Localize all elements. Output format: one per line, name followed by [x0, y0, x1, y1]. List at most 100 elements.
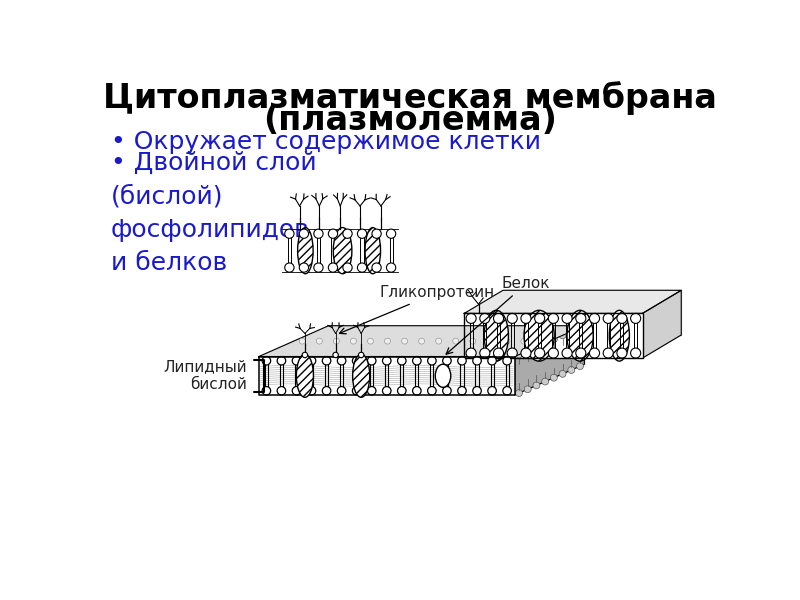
Circle shape	[521, 313, 531, 323]
Circle shape	[574, 326, 582, 334]
Circle shape	[338, 356, 346, 365]
Circle shape	[474, 326, 482, 334]
Circle shape	[466, 348, 476, 358]
Circle shape	[453, 338, 458, 344]
Circle shape	[382, 356, 391, 365]
Circle shape	[559, 370, 566, 377]
Circle shape	[382, 386, 391, 395]
Circle shape	[519, 291, 528, 299]
Circle shape	[617, 348, 627, 358]
Circle shape	[559, 356, 567, 364]
Circle shape	[576, 313, 586, 323]
Ellipse shape	[610, 310, 630, 361]
Circle shape	[521, 348, 531, 358]
Circle shape	[542, 340, 549, 346]
Circle shape	[474, 356, 482, 364]
Circle shape	[302, 352, 308, 358]
Circle shape	[398, 386, 406, 395]
Ellipse shape	[484, 310, 509, 361]
Circle shape	[615, 326, 624, 334]
Circle shape	[417, 326, 425, 334]
Circle shape	[615, 291, 624, 299]
Circle shape	[519, 326, 528, 334]
Circle shape	[403, 356, 410, 364]
Circle shape	[561, 326, 569, 334]
Circle shape	[372, 263, 382, 272]
Text: Гликопротеин: Гликопротеин	[339, 286, 494, 334]
Circle shape	[473, 386, 482, 395]
Circle shape	[562, 313, 572, 323]
Circle shape	[322, 356, 331, 365]
Circle shape	[506, 291, 514, 299]
Circle shape	[413, 386, 421, 395]
Circle shape	[402, 338, 407, 344]
Circle shape	[358, 263, 366, 272]
Circle shape	[262, 356, 270, 365]
Circle shape	[431, 326, 439, 334]
Circle shape	[389, 356, 396, 364]
Circle shape	[657, 291, 665, 299]
Circle shape	[385, 338, 390, 344]
Circle shape	[503, 386, 511, 395]
Circle shape	[534, 313, 545, 323]
Text: Цитоплазматическая мембрана: Цитоплазматическая мембрана	[103, 81, 717, 115]
Circle shape	[550, 336, 558, 343]
Circle shape	[386, 229, 396, 238]
Circle shape	[299, 338, 306, 344]
Circle shape	[316, 338, 322, 344]
Circle shape	[413, 356, 421, 365]
Circle shape	[431, 356, 439, 364]
Circle shape	[367, 386, 376, 395]
Circle shape	[343, 263, 352, 272]
Circle shape	[533, 326, 542, 334]
Circle shape	[386, 263, 396, 272]
Circle shape	[629, 291, 638, 299]
Circle shape	[507, 313, 518, 323]
Circle shape	[670, 291, 678, 299]
Text: (плазмолемма): (плазмолемма)	[263, 104, 557, 137]
Circle shape	[307, 386, 316, 395]
Circle shape	[504, 338, 510, 344]
Circle shape	[418, 338, 425, 344]
Circle shape	[559, 326, 567, 334]
Bar	[259, 356, 514, 395]
Circle shape	[470, 338, 476, 344]
Circle shape	[545, 356, 553, 364]
Circle shape	[332, 326, 339, 334]
Text: • Двойной слой
(бислой)
фосфолипидов
и белков: • Двойной слой (бислой) фосфолипидов и б…	[111, 151, 317, 275]
Circle shape	[533, 343, 540, 350]
Ellipse shape	[353, 354, 370, 397]
Circle shape	[374, 356, 382, 364]
Text: • Окружает содержимое клетки: • Окружает содержимое клетки	[111, 130, 541, 154]
Circle shape	[590, 348, 599, 358]
Circle shape	[576, 348, 586, 358]
Circle shape	[360, 356, 368, 364]
Text: Белок: Белок	[446, 276, 550, 354]
Circle shape	[494, 313, 503, 323]
Circle shape	[603, 348, 614, 358]
Ellipse shape	[298, 227, 313, 274]
Circle shape	[568, 367, 574, 373]
Polygon shape	[329, 326, 584, 364]
Circle shape	[546, 326, 555, 334]
Circle shape	[460, 326, 467, 334]
Circle shape	[262, 386, 270, 395]
Circle shape	[550, 374, 558, 381]
Circle shape	[602, 326, 610, 334]
Circle shape	[524, 347, 531, 354]
Text: Липидный
бислой: Липидный бислой	[164, 359, 247, 392]
Circle shape	[588, 326, 597, 334]
Circle shape	[577, 363, 583, 370]
Bar	[464, 313, 642, 358]
Circle shape	[574, 326, 581, 334]
Circle shape	[417, 356, 425, 364]
Circle shape	[517, 356, 524, 364]
Circle shape	[277, 386, 286, 395]
Circle shape	[367, 338, 374, 344]
Circle shape	[333, 352, 338, 358]
Circle shape	[314, 263, 323, 272]
Circle shape	[343, 229, 352, 238]
Circle shape	[442, 356, 451, 365]
Circle shape	[642, 291, 651, 299]
Circle shape	[534, 348, 545, 358]
